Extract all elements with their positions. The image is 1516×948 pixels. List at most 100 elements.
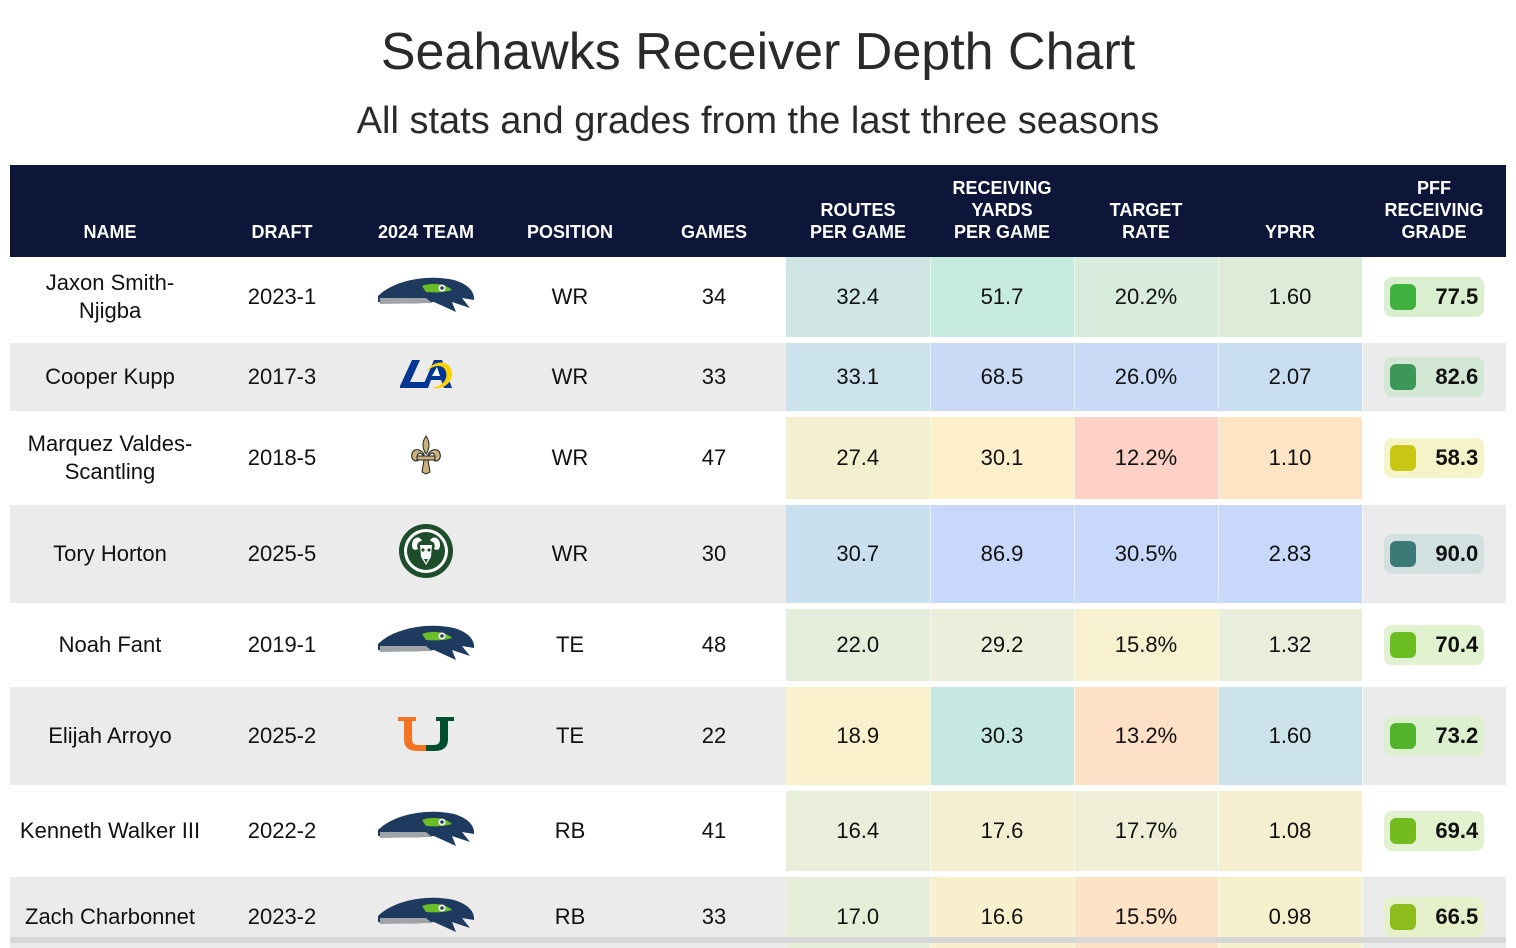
col-header-line: GAMES — [680, 222, 747, 242]
player-name: Tory Horton — [53, 541, 167, 566]
row-separator — [10, 603, 1506, 609]
position-value: WR — [551, 284, 589, 309]
col-header-line: PER GAME — [809, 222, 906, 242]
target-rate-value: 15.8% — [1074, 609, 1219, 681]
player-name: Kenneth Walker III — [19, 818, 201, 843]
position-value: RB — [554, 904, 586, 929]
col-header-grade: PFF RECEIVING GRADE — [1362, 165, 1506, 257]
page-subtitle: All stats and grades from the last three… — [356, 100, 1160, 142]
target-rate-value: 20.2% — [1074, 257, 1219, 337]
target-rate-value: 15.5% — [1074, 877, 1219, 948]
routes-value: 22.0 — [786, 609, 931, 681]
games-value: 47 — [701, 445, 727, 470]
grade-badge: 90.0 — [1384, 534, 1485, 574]
player-name: Zach Charbonnet — [25, 904, 195, 929]
yprr-value: 1.32 — [1218, 609, 1363, 681]
col-header-draft: DRAFT — [210, 165, 354, 257]
col-header-team: 2024 TEAM — [354, 165, 498, 257]
draft-value: 2019-1 — [247, 632, 317, 657]
position-value: WR — [551, 364, 589, 389]
target-rate-value: 13.2% — [1074, 687, 1219, 785]
draft-value: 2017-3 — [247, 364, 317, 389]
draft-value: 2025-5 — [247, 541, 317, 566]
page-title: Seahawks Receiver Depth Chart — [380, 23, 1136, 81]
grade-badge: 69.4 — [1384, 811, 1485, 851]
grade-badge: 58.3 — [1384, 438, 1485, 478]
yards-value: 86.9 — [930, 505, 1075, 603]
grade-value: 82.6 — [1435, 364, 1479, 389]
col-header-line: RECEIVING — [952, 178, 1052, 198]
routes-value: 27.4 — [786, 417, 931, 499]
row-separator — [10, 871, 1506, 877]
yards-value: 30.1 — [930, 417, 1075, 499]
grade-cell: 69.4 — [1362, 791, 1506, 871]
grade-cell: 73.2 — [1362, 687, 1506, 785]
col-header-line: DRAFT — [251, 222, 313, 242]
draft-value: 2023-1 — [247, 284, 317, 309]
grade-badge: 77.5 — [1384, 277, 1485, 317]
table-row: Kenneth Walker III 2022-2 RB 41 16.4 17.6 17.7… — [10, 791, 1506, 871]
table-header-row: NAME DRAFT 2024 TEAM POSITION GAMES ROUT… — [10, 165, 1506, 257]
yards-value: 17.6 — [930, 791, 1075, 871]
row-separator-cell — [10, 785, 1506, 791]
col-header-line: PER GAME — [953, 222, 1050, 242]
grade-color-swatch — [1390, 818, 1417, 844]
team-logo-cell — [354, 417, 498, 499]
team-logo-cell — [354, 609, 498, 681]
yprr-value: 1.60 — [1218, 257, 1363, 337]
yards-value: 68.5 — [930, 343, 1075, 411]
seahawks-logo — [376, 806, 476, 857]
grade-cell: 66.5 — [1362, 877, 1506, 948]
table-row: Tory Horton 2025-5 WR 30 30.7 86.9 30.5% 2.83 90… — [10, 505, 1506, 603]
col-header-line: GRADE — [1401, 222, 1467, 242]
grade-color-swatch — [1390, 364, 1417, 390]
saints-logo — [408, 434, 444, 483]
grade-color-swatch — [1390, 723, 1417, 749]
table-row: Elijah Arroyo 2025-2 TE 22 18.9 30.3 13.2% 1.60… — [10, 687, 1506, 785]
rams-logo — [396, 354, 456, 401]
player-name: Noah Fant — [58, 632, 162, 657]
position-value: WR — [551, 541, 589, 566]
grade-cell: 77.5 — [1362, 257, 1506, 337]
table-row: Noah Fant 2019-1 TE 48 22.0 29.2 15.8% 1.32 70.4 — [10, 609, 1506, 681]
draft-value: 2025-2 — [247, 723, 317, 748]
position-value: RB — [554, 818, 586, 843]
row-separator — [10, 499, 1506, 505]
grade-value: 73.2 — [1435, 723, 1479, 748]
yards-value: 51.7 — [930, 257, 1075, 337]
table-row: Jaxon Smith-Njigba 2023-1 WR 34 32.4 51.7 20.2… — [10, 257, 1506, 337]
yards-value: 30.3 — [930, 687, 1075, 785]
routes-value: 17.0 — [786, 877, 931, 948]
grade-color-swatch — [1390, 445, 1417, 471]
grade-value: 77.5 — [1435, 284, 1479, 309]
yprr-value: 2.83 — [1218, 505, 1363, 603]
row-separator-cell — [10, 337, 1506, 343]
position-value: TE — [555, 723, 585, 748]
table-body: Jaxon Smith-Njigba 2023-1 WR 34 32.4 51.7 20.2… — [10, 257, 1506, 948]
games-value: 34 — [701, 284, 727, 309]
yards-value: 29.2 — [930, 609, 1075, 681]
col-header-line: RECEIVING — [1384, 200, 1484, 220]
player-name: Cooper Kupp — [45, 364, 175, 389]
table-row: Cooper Kupp 2017-3 WR 33 33.1 68.5 26.0% 2.07 82… — [10, 343, 1506, 411]
games-value: 33 — [701, 904, 727, 929]
team-logo-cell — [354, 687, 498, 785]
grade-color-swatch — [1390, 284, 1417, 310]
grade-badge: 82.6 — [1384, 357, 1485, 397]
grade-value: 70.4 — [1435, 632, 1479, 657]
col-header-yards: RECEIVING YARDS PER GAME — [930, 165, 1074, 257]
col-header-line: PFF — [1417, 178, 1451, 198]
yprr-value: 2.07 — [1218, 343, 1363, 411]
team-logo-cell — [354, 257, 498, 337]
col-header-games: GAMES — [642, 165, 786, 257]
col-header-line: RATE — [1122, 222, 1170, 242]
col-header-line: POSITION — [526, 222, 613, 242]
seahawks-logo — [376, 272, 476, 323]
player-name: Marquez Valdes-Scantling — [27, 431, 193, 484]
yprr-value: 1.60 — [1218, 687, 1363, 785]
seahawks-logo — [376, 620, 476, 671]
games-value: 41 — [701, 818, 727, 843]
grade-badge: 66.5 — [1384, 897, 1485, 937]
row-separator-cell — [10, 871, 1506, 877]
position-value: TE — [555, 632, 585, 657]
